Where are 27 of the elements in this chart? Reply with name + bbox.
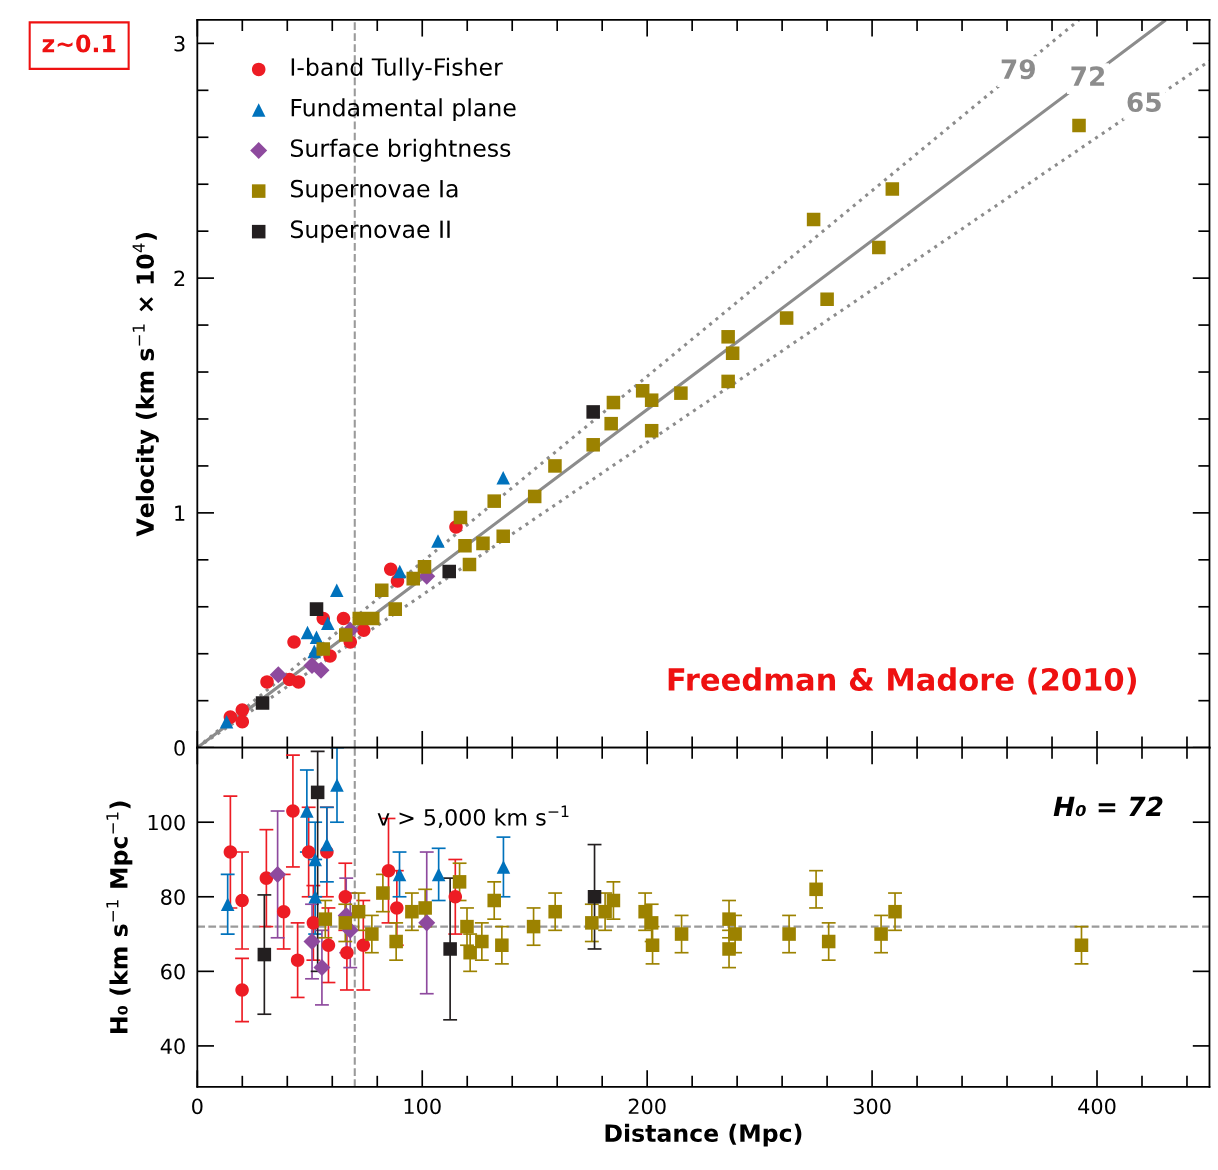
y-tick-label: 3: [174, 35, 185, 52]
legend-label: I-band Tully-Fisher: [291, 57, 503, 81]
y-tick-label: 60: [161, 963, 185, 980]
x-tick-label: 300: [853, 1098, 891, 1115]
y-axis-title: H₀ (km s$^{−1}$ Mpc$^{−1}$): [106, 801, 133, 1033]
legend-label: Fundamental plane: [291, 98, 516, 122]
legend-label: Supernovae II: [290, 220, 450, 243]
annotation: 65: [1127, 92, 1161, 113]
y-axis-title: Velocity (km s$^{−1}$ × 10$^{4}$): [132, 233, 159, 537]
annotation: Freedman & Madore (2010): [668, 667, 1136, 695]
text: z~0.1: [42, 34, 116, 53]
y-tick-label: 40: [160, 1038, 185, 1055]
x-tick-label: 0: [192, 1098, 203, 1115]
x-axis-title: Distance (Mpc): [605, 1123, 802, 1147]
legend-label: Supernovae Ia: [290, 179, 458, 203]
y-tick-label: 1: [175, 505, 185, 521]
x-tick-label: 200: [628, 1098, 666, 1115]
y-tick-label: 2: [174, 270, 185, 287]
x-tick-label: 100: [404, 1098, 441, 1115]
y-tick-label: 0: [174, 740, 185, 756]
legend-label: Surface brightness: [290, 138, 511, 162]
annotation: 79: [1001, 59, 1035, 80]
y-tick-label: 100: [148, 814, 185, 831]
annotation: H₀ = 72: [1053, 796, 1163, 817]
x-tick-label: 400: [1078, 1098, 1116, 1115]
annotation: 72: [1071, 66, 1105, 86]
y-tick-label: 80: [161, 889, 185, 905]
